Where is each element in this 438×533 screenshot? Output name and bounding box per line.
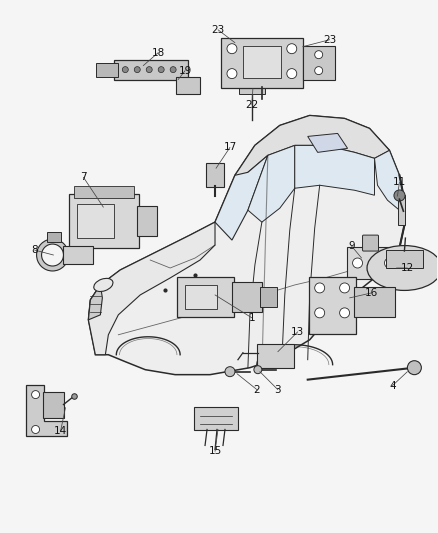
Polygon shape — [25, 385, 67, 437]
FancyBboxPatch shape — [243, 46, 281, 78]
Text: 7: 7 — [80, 172, 87, 182]
Polygon shape — [374, 150, 404, 210]
FancyBboxPatch shape — [78, 204, 114, 238]
Polygon shape — [215, 155, 268, 240]
Text: 2: 2 — [254, 385, 260, 394]
FancyBboxPatch shape — [42, 392, 64, 417]
FancyBboxPatch shape — [46, 232, 60, 242]
Polygon shape — [295, 146, 374, 195]
Circle shape — [385, 258, 395, 268]
FancyBboxPatch shape — [232, 282, 262, 312]
Ellipse shape — [94, 278, 113, 292]
Circle shape — [227, 69, 237, 78]
Polygon shape — [308, 133, 348, 152]
FancyBboxPatch shape — [185, 285, 217, 309]
Text: 14: 14 — [54, 426, 67, 437]
Text: 17: 17 — [223, 142, 237, 152]
Circle shape — [170, 67, 176, 72]
FancyBboxPatch shape — [177, 277, 234, 317]
Text: 8: 8 — [31, 245, 38, 255]
FancyBboxPatch shape — [386, 250, 424, 268]
Polygon shape — [88, 116, 404, 375]
Circle shape — [314, 283, 325, 293]
Text: 18: 18 — [152, 47, 165, 58]
Polygon shape — [235, 116, 389, 182]
Text: 11: 11 — [393, 177, 406, 187]
Circle shape — [227, 44, 237, 54]
Text: 12: 12 — [401, 263, 414, 273]
Circle shape — [254, 366, 262, 374]
Circle shape — [287, 44, 297, 54]
Text: 23: 23 — [323, 35, 336, 45]
Polygon shape — [88, 285, 102, 320]
Circle shape — [158, 67, 164, 72]
FancyBboxPatch shape — [114, 60, 188, 79]
Ellipse shape — [367, 246, 438, 290]
FancyBboxPatch shape — [309, 277, 356, 334]
Text: 4: 4 — [389, 381, 396, 391]
FancyBboxPatch shape — [363, 235, 378, 251]
Bar — [399, 195, 406, 225]
FancyBboxPatch shape — [176, 77, 200, 94]
Polygon shape — [248, 146, 295, 222]
FancyBboxPatch shape — [70, 194, 139, 248]
FancyBboxPatch shape — [221, 38, 303, 87]
Circle shape — [32, 391, 39, 399]
FancyBboxPatch shape — [64, 246, 93, 264]
Polygon shape — [88, 222, 215, 355]
Circle shape — [314, 51, 323, 59]
Text: 13: 13 — [291, 327, 304, 337]
FancyBboxPatch shape — [260, 287, 277, 307]
Circle shape — [353, 258, 363, 268]
Circle shape — [407, 361, 421, 375]
Circle shape — [146, 67, 152, 72]
Circle shape — [314, 308, 325, 318]
FancyBboxPatch shape — [239, 82, 265, 94]
Circle shape — [339, 283, 350, 293]
Text: 19: 19 — [178, 66, 192, 76]
Text: 16: 16 — [365, 288, 378, 298]
FancyBboxPatch shape — [137, 206, 157, 236]
Text: 9: 9 — [348, 241, 355, 251]
Text: 3: 3 — [275, 385, 281, 394]
Circle shape — [122, 67, 128, 72]
Circle shape — [225, 367, 235, 377]
Text: 23: 23 — [212, 25, 225, 35]
Circle shape — [134, 67, 140, 72]
Text: 22: 22 — [245, 100, 258, 109]
FancyBboxPatch shape — [96, 63, 118, 77]
Circle shape — [314, 67, 323, 75]
Circle shape — [287, 69, 297, 78]
FancyBboxPatch shape — [353, 287, 396, 317]
FancyBboxPatch shape — [194, 407, 238, 431]
FancyBboxPatch shape — [257, 344, 294, 368]
Circle shape — [339, 308, 350, 318]
FancyBboxPatch shape — [206, 163, 224, 187]
FancyBboxPatch shape — [303, 46, 335, 79]
FancyBboxPatch shape — [346, 247, 400, 279]
Circle shape — [32, 425, 39, 433]
Text: 15: 15 — [208, 447, 222, 456]
Text: 1: 1 — [249, 313, 255, 323]
FancyBboxPatch shape — [74, 186, 134, 198]
